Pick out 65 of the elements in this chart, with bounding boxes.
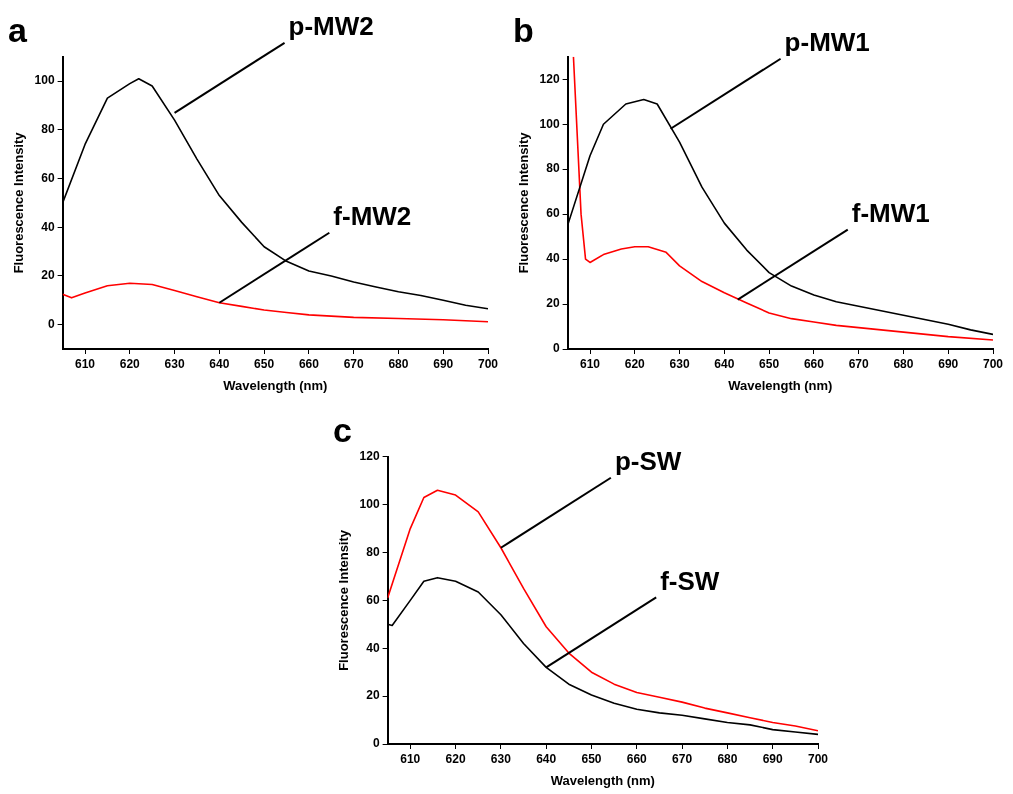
y-tick-label: 0 bbox=[372, 736, 380, 751]
chart-title: a bbox=[8, 10, 28, 49]
x-tick-label: 680 bbox=[893, 356, 914, 371]
x-axis-title: Wavelength (nm) bbox=[223, 377, 328, 393]
y-tick-label: 100 bbox=[539, 116, 560, 131]
x-tick-label: 670 bbox=[343, 356, 364, 371]
annotation: p-SW bbox=[614, 445, 682, 476]
y-tick-label: 20 bbox=[546, 296, 560, 311]
y-axis-title: Fluorescence Intensity bbox=[336, 529, 352, 671]
x-tick-label: 690 bbox=[433, 356, 454, 371]
y-tick-label: 80 bbox=[41, 122, 55, 137]
y-tick-label: 80 bbox=[366, 544, 380, 559]
x-tick-label: 650 bbox=[581, 751, 602, 766]
annotation: f-MW1 bbox=[851, 197, 930, 228]
y-tick-label: 20 bbox=[41, 268, 55, 283]
annotation: p-MW2 bbox=[288, 10, 374, 41]
y-tick-label: 100 bbox=[34, 73, 55, 88]
x-tick-label: 690 bbox=[938, 356, 959, 371]
annotation: f-MW2 bbox=[333, 200, 412, 231]
x-tick-label: 620 bbox=[624, 356, 646, 371]
x-tick-label: 630 bbox=[490, 751, 512, 766]
x-tick-label: 660 bbox=[803, 356, 825, 371]
x-tick-label: 650 bbox=[759, 356, 780, 371]
annotation: f-SW bbox=[660, 565, 720, 596]
x-tick-label: 610 bbox=[74, 356, 96, 371]
x-tick-label: 670 bbox=[848, 356, 869, 371]
x-axis-title: Wavelength (nm) bbox=[728, 377, 833, 393]
annotation: p-MW1 bbox=[784, 26, 870, 57]
y-tick-label: 100 bbox=[359, 496, 380, 511]
x-tick-label: 700 bbox=[982, 356, 1004, 371]
x-tick-label: 670 bbox=[672, 751, 693, 766]
y-tick-label: 20 bbox=[366, 688, 380, 703]
y-axis-title: Fluorescence Intensity bbox=[11, 131, 27, 274]
y-tick-label: 120 bbox=[539, 71, 560, 86]
chart-title: c bbox=[333, 410, 352, 449]
x-tick-label: 640 bbox=[536, 751, 557, 766]
y-tick-label: 0 bbox=[47, 316, 55, 331]
x-tick-label: 640 bbox=[714, 356, 735, 371]
x-tick-label: 630 bbox=[164, 356, 185, 371]
y-tick-label: 60 bbox=[41, 170, 55, 185]
x-tick-label: 700 bbox=[477, 356, 499, 371]
y-axis-title: Fluorescence Intensity bbox=[516, 131, 532, 274]
x-tick-label: 680 bbox=[388, 356, 409, 371]
y-tick-label: 0 bbox=[552, 341, 560, 356]
x-tick-label: 700 bbox=[807, 751, 829, 766]
y-tick-label: 120 bbox=[359, 449, 380, 464]
y-tick-label: 40 bbox=[41, 219, 55, 234]
y-tick-label: 40 bbox=[546, 251, 560, 266]
x-tick-label: 630 bbox=[669, 356, 690, 371]
x-tick-label: 660 bbox=[626, 751, 648, 766]
y-tick-label: 40 bbox=[366, 640, 380, 655]
x-tick-label: 620 bbox=[445, 751, 466, 766]
x-tick-label: 610 bbox=[579, 356, 601, 371]
x-tick-label: 660 bbox=[298, 356, 320, 371]
x-tick-label: 610 bbox=[400, 751, 421, 766]
y-tick-label: 60 bbox=[546, 206, 560, 221]
x-tick-label: 650 bbox=[254, 356, 275, 371]
y-tick-label: 80 bbox=[546, 161, 560, 176]
x-tick-label: 620 bbox=[119, 356, 141, 371]
chart-title: b bbox=[513, 10, 534, 49]
x-tick-label: 690 bbox=[762, 751, 784, 766]
x-tick-label: 680 bbox=[717, 751, 738, 766]
x-axis-title: Wavelength (nm) bbox=[550, 772, 655, 788]
y-tick-label: 60 bbox=[366, 592, 380, 607]
x-tick-label: 640 bbox=[209, 356, 230, 371]
